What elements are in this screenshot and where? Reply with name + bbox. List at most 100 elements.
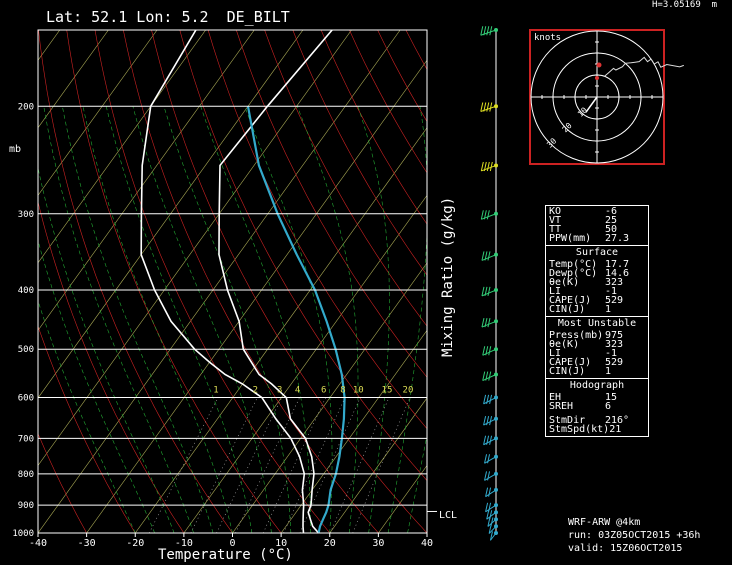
stat-row: Press(mb) 975 <box>549 330 645 341</box>
wind-barb-feather <box>489 102 493 112</box>
stat-row: Dewp(°C) 14.6 <box>549 268 645 279</box>
stat-key: StmDir <box>549 415 586 426</box>
isotherm-line <box>38 30 255 331</box>
wind-barb-feather <box>480 161 484 172</box>
model-name: WRF-ARW @4km <box>568 517 641 528</box>
wind-barb-feather <box>483 415 487 426</box>
stat-row: CAPE(J) 529 <box>549 357 645 368</box>
stat-row: TT 50 <box>549 224 645 235</box>
stat-key: SREH <box>549 401 574 412</box>
surface-title: Surface <box>575 247 619 258</box>
wind-barb-feather <box>489 510 493 520</box>
wind-barb-feather <box>487 251 491 261</box>
wind-barb-feather <box>484 286 488 296</box>
moist-adiabat-line <box>387 106 427 533</box>
wind-barb-feather <box>488 502 492 512</box>
valid-time: valid: 15Z06OCT2015 <box>568 543 683 554</box>
unstable-title: Most Unstable <box>557 318 637 329</box>
moist-adiabat-line <box>38 166 175 533</box>
wind-barb-feather <box>486 510 490 520</box>
storm-motion-marker <box>596 62 602 68</box>
moist-adiabat-line <box>357 106 390 533</box>
wind-barb <box>481 164 497 172</box>
mixing-ratio-line <box>190 397 258 533</box>
wind-barb-feather <box>483 102 487 112</box>
wind-barb-feather <box>484 471 488 481</box>
wind-barb <box>484 456 497 464</box>
mixing-ratio-line <box>283 397 346 533</box>
isotherm-line <box>329 397 427 533</box>
stat-row: SREH 6 <box>549 401 645 412</box>
hodograph-stats-section: Hodograph EH 15 SREH 6 StmDir 216° StmSpd(kt)… <box>546 378 648 436</box>
stat-value: 323 <box>605 277 624 288</box>
dry-adiabat-line <box>264 30 427 327</box>
dry-adiabat-line <box>38 432 87 533</box>
dry-adiabat-line <box>38 200 185 533</box>
stat-value: 50 <box>605 224 618 235</box>
wind-barb-feather <box>489 531 493 541</box>
isotherm-line <box>0 30 11 533</box>
stat-key: LI <box>549 348 562 359</box>
wind-barb-feather <box>483 394 487 404</box>
stat-key: Temp(°C) <box>549 259 598 270</box>
hodograph-ring-label: 20 <box>561 121 574 134</box>
stat-key: KO <box>549 206 562 217</box>
parcel-line <box>246 106 346 533</box>
x-tick-label: 0 <box>229 538 235 549</box>
stat-value: 975 <box>605 330 624 341</box>
stat-row: CIN(J) 1 <box>549 304 645 315</box>
isotherm-line <box>38 30 304 399</box>
stat-key: EH <box>549 392 562 403</box>
y-tick-label: 200 <box>18 102 34 112</box>
wind-barb-feather <box>480 102 484 112</box>
stat-key: CAPE(J) <box>549 357 592 368</box>
wind-barb-feather <box>485 346 489 356</box>
wind-barb <box>488 525 497 534</box>
isotherm-line <box>38 30 158 196</box>
mixing-ratio-label: 4 <box>295 386 300 396</box>
wind-barb-feather <box>487 286 491 296</box>
stat-key: Dewp(°C) <box>549 268 598 279</box>
wind-barb-feather <box>488 346 492 356</box>
wind-barb-feather <box>486 415 490 426</box>
lcl-label: LCL <box>439 510 458 521</box>
wind-barb-feather <box>489 26 493 36</box>
y-tick-label: 1000 <box>12 529 34 539</box>
wind-barb-feather <box>486 26 490 36</box>
wind-barb <box>485 489 497 498</box>
hodograph-trace <box>604 56 684 77</box>
wind-barb-feather <box>489 161 493 172</box>
isotherm-line <box>38 30 206 264</box>
stat-row: KO -6 <box>549 206 645 217</box>
stat-value: 27.3 <box>605 233 630 244</box>
wind-barb <box>490 532 497 541</box>
stat-key: θe(K) <box>549 277 580 288</box>
run-time: run: 03Z05OCT2015 +36h <box>568 530 701 541</box>
temperature-line <box>218 30 333 533</box>
wind-barb-feather <box>483 26 487 36</box>
mixing-ratio-line <box>330 397 390 533</box>
mixing-ratio-line <box>148 397 219 533</box>
stat-value: 21 <box>609 424 622 435</box>
dewpoint-line <box>140 30 306 533</box>
wind-barb-feather <box>486 210 490 220</box>
isotherm-line <box>135 127 427 533</box>
mixing-ratio-line <box>216 397 282 533</box>
wind-profile <box>480 26 498 541</box>
moist-adiabat-line <box>132 106 272 533</box>
x-tick-label: -20 <box>126 538 144 549</box>
stat-key: CIN(J) <box>549 304 586 315</box>
stat-value: 17.7 <box>605 259 630 270</box>
mixing-ratio-line <box>262 397 326 533</box>
stat-value: 216° <box>605 415 630 426</box>
mixing-ratio-label: 1 <box>213 386 218 396</box>
y-tick-label: 900 <box>18 501 34 511</box>
wind-barb-feather <box>486 102 490 112</box>
wind-barb <box>486 511 497 520</box>
stat-key: CAPE(J) <box>549 295 592 306</box>
moist-adiabat-line <box>163 106 292 533</box>
wind-barb-feather <box>489 394 493 404</box>
x-tick-label: -30 <box>78 538 96 549</box>
